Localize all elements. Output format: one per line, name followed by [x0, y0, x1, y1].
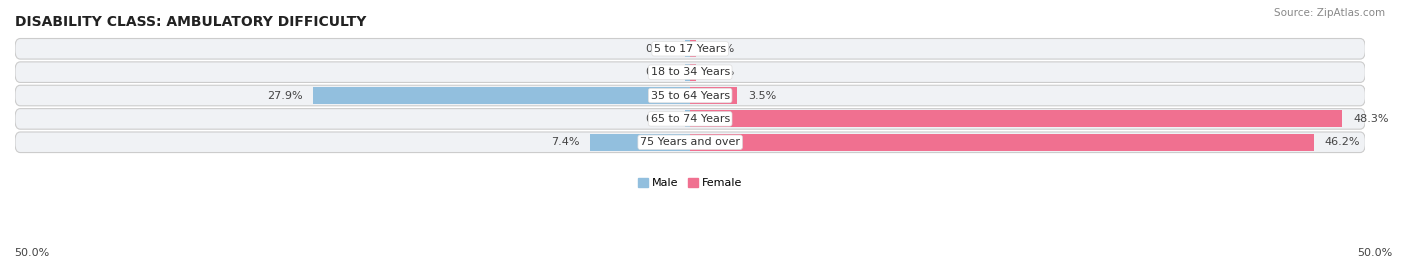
Bar: [690, 40, 696, 57]
Bar: [690, 134, 1315, 151]
Bar: [314, 87, 690, 104]
Bar: [690, 64, 696, 81]
Text: 3.5%: 3.5%: [748, 91, 776, 101]
FancyBboxPatch shape: [15, 85, 1365, 106]
Text: 48.3%: 48.3%: [1353, 114, 1389, 124]
Text: 50.0%: 50.0%: [1357, 248, 1392, 258]
Text: 7.4%: 7.4%: [551, 137, 579, 147]
Bar: [685, 111, 690, 127]
Text: 46.2%: 46.2%: [1324, 137, 1360, 147]
Text: 0.0%: 0.0%: [706, 44, 734, 54]
FancyBboxPatch shape: [15, 109, 1365, 129]
Text: 5 to 17 Years: 5 to 17 Years: [654, 44, 727, 54]
Bar: [685, 64, 690, 81]
Text: 0.0%: 0.0%: [645, 114, 673, 124]
Text: 35 to 64 Years: 35 to 64 Years: [651, 91, 730, 101]
Text: Source: ZipAtlas.com: Source: ZipAtlas.com: [1274, 8, 1385, 18]
Text: 0.0%: 0.0%: [645, 67, 673, 77]
Text: 0.0%: 0.0%: [706, 67, 734, 77]
Text: 75 Years and over: 75 Years and over: [640, 137, 740, 147]
Text: DISABILITY CLASS: AMBULATORY DIFFICULTY: DISABILITY CLASS: AMBULATORY DIFFICULTY: [15, 15, 367, 29]
FancyBboxPatch shape: [15, 62, 1365, 82]
Text: 50.0%: 50.0%: [14, 248, 49, 258]
Bar: [685, 40, 690, 57]
FancyBboxPatch shape: [15, 38, 1365, 59]
Bar: [690, 111, 1343, 127]
Text: 27.9%: 27.9%: [267, 91, 302, 101]
FancyBboxPatch shape: [15, 132, 1365, 153]
Legend: Male, Female: Male, Female: [633, 174, 747, 193]
Text: 65 to 74 Years: 65 to 74 Years: [651, 114, 730, 124]
Text: 0.0%: 0.0%: [645, 44, 673, 54]
Text: 18 to 34 Years: 18 to 34 Years: [651, 67, 730, 77]
Bar: [690, 87, 737, 104]
Bar: [591, 134, 690, 151]
